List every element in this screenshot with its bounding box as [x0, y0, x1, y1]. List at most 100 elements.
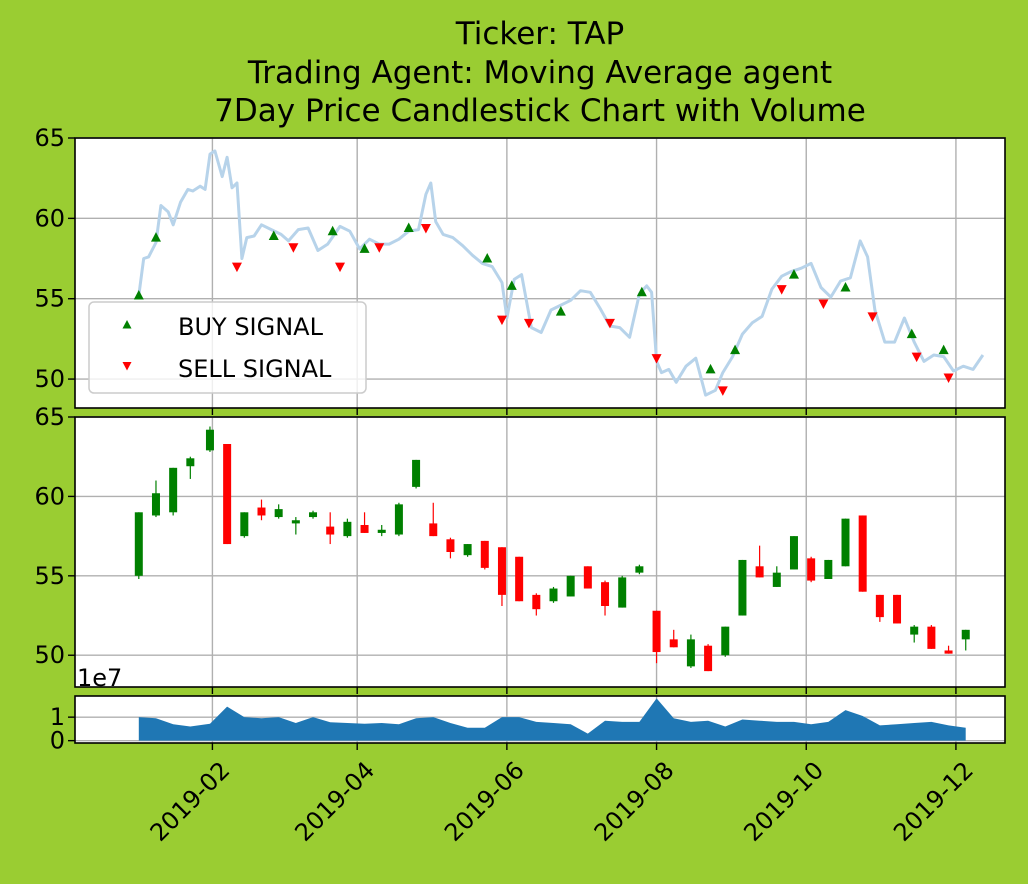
sell-signal-marker	[604, 318, 615, 329]
candle-body-up	[910, 626, 919, 635]
sell-signal-marker	[776, 285, 787, 295]
candle-body-up	[961, 629, 970, 640]
candles-y-tick-label: 60	[34, 482, 65, 510]
legend: BUY SIGNAL SELL SIGNAL	[88, 301, 367, 394]
sell-signal-marker	[496, 315, 507, 326]
chart-title-ticker: Ticker: TAP	[455, 16, 625, 52]
candles-y-tick-label: 65	[34, 403, 65, 431]
volume-scale-label: 1e7	[77, 664, 122, 692]
candle-body-down	[223, 444, 232, 545]
sell-signal-marker	[523, 318, 534, 329]
sell-signal-marker	[420, 224, 431, 234]
buy-signal-marker	[327, 225, 338, 236]
candle-body-up	[721, 626, 730, 656]
sell-signal-marker	[231, 262, 242, 273]
candle-body-down	[704, 645, 713, 672]
volume-y-tick-label: 1	[50, 703, 65, 731]
volume-y-tick-label: 0	[50, 727, 65, 755]
candle-body-up	[824, 559, 833, 579]
buy-signal-marker	[150, 232, 161, 242]
candle-body-up	[463, 544, 472, 556]
candle-body-down	[807, 558, 816, 581]
candle-body-down	[446, 539, 455, 552]
candle-body-up	[151, 493, 160, 516]
candle-body-up	[789, 536, 798, 570]
candle-body-down	[257, 507, 266, 516]
sell-signal-marker	[717, 386, 728, 396]
chart-title-description: 7Day Price Candlestick Chart with Volume	[214, 93, 866, 129]
volume-frame	[74, 695, 1006, 744]
sell-signal-marker	[374, 243, 385, 253]
candle-body-down	[927, 626, 936, 649]
price-line	[137, 149, 985, 397]
candle-body-down	[360, 525, 369, 533]
candle-body-down	[480, 540, 489, 568]
candle-body-down	[429, 523, 438, 537]
candle-body-down	[755, 566, 764, 578]
price-y-tick-label: 60	[34, 204, 65, 232]
legend-buy-label: BUY SIGNAL	[178, 313, 324, 341]
buy-signal-marker	[482, 253, 493, 263]
candle-body-up	[635, 566, 644, 573]
buy-signal-marker	[840, 281, 851, 292]
candle-body-up	[412, 459, 421, 487]
sell-signal-marker	[335, 262, 346, 273]
candle-body-down	[326, 526, 335, 535]
legend-sell-marker-icon	[122, 362, 132, 371]
candle-body-up	[377, 529, 386, 533]
buy-signal-marker	[359, 243, 370, 253]
candle-body-down	[875, 594, 884, 618]
candle-body-up	[134, 512, 143, 576]
candle-body-down	[669, 639, 678, 648]
buy-signal-marker	[906, 328, 917, 339]
candle-body-down	[858, 515, 867, 592]
candles-frame	[74, 416, 1006, 688]
candle-body-down	[944, 650, 953, 654]
price-frame	[74, 137, 1006, 409]
buy-signal-marker	[788, 269, 799, 279]
legend-box	[88, 301, 367, 394]
legend-buy-marker-icon	[122, 320, 132, 329]
sell-signal-marker	[288, 243, 299, 253]
candle-body-up	[686, 639, 695, 667]
candle-body-down	[601, 582, 610, 606]
candle-body-down	[893, 594, 902, 624]
candlestick-panel: 50 55 60 65	[34, 403, 1006, 694]
buy-signal-marker	[133, 290, 144, 300]
candle-body-up	[618, 577, 627, 608]
candle-body-up	[205, 429, 214, 451]
candle-body-down	[652, 610, 661, 653]
candle-body-up	[394, 504, 403, 535]
candle-body-up	[566, 575, 575, 597]
buy-signal-marker	[705, 363, 716, 374]
sell-signal-marker	[651, 354, 662, 364]
candle-body-up	[186, 458, 195, 467]
candle-body-up	[169, 467, 178, 513]
candle-body-up	[738, 559, 747, 616]
price-y-tick-label: 50	[34, 365, 65, 393]
buy-signal-marker	[636, 286, 647, 297]
price-y-tick-label: 55	[34, 285, 65, 313]
candle-body-up	[549, 588, 558, 602]
candle-body-up	[343, 521, 352, 537]
candle-body-up	[291, 520, 300, 524]
candle-body-up	[772, 572, 781, 587]
candle-body-up	[274, 509, 283, 518]
buy-signal-marker	[938, 344, 949, 355]
candle-body-down	[583, 566, 592, 589]
candle-body-up	[841, 518, 850, 567]
buy-signal-marker	[730, 344, 741, 355]
sell-signal-marker	[911, 352, 922, 363]
price-y-tick-label: 65	[34, 124, 65, 152]
buy-signal-marker	[506, 280, 517, 290]
candles-y-tick-label: 50	[34, 641, 65, 669]
buy-signal-marker	[403, 222, 414, 232]
sell-signal-marker	[867, 312, 878, 322]
candles-y-tick-label: 55	[34, 562, 65, 590]
volume-area	[138, 698, 966, 741]
volume-panel: 01	[50, 695, 1006, 755]
candle-body-up	[240, 512, 249, 537]
candle-body-down	[515, 556, 524, 602]
candle-body-down	[497, 547, 506, 595]
